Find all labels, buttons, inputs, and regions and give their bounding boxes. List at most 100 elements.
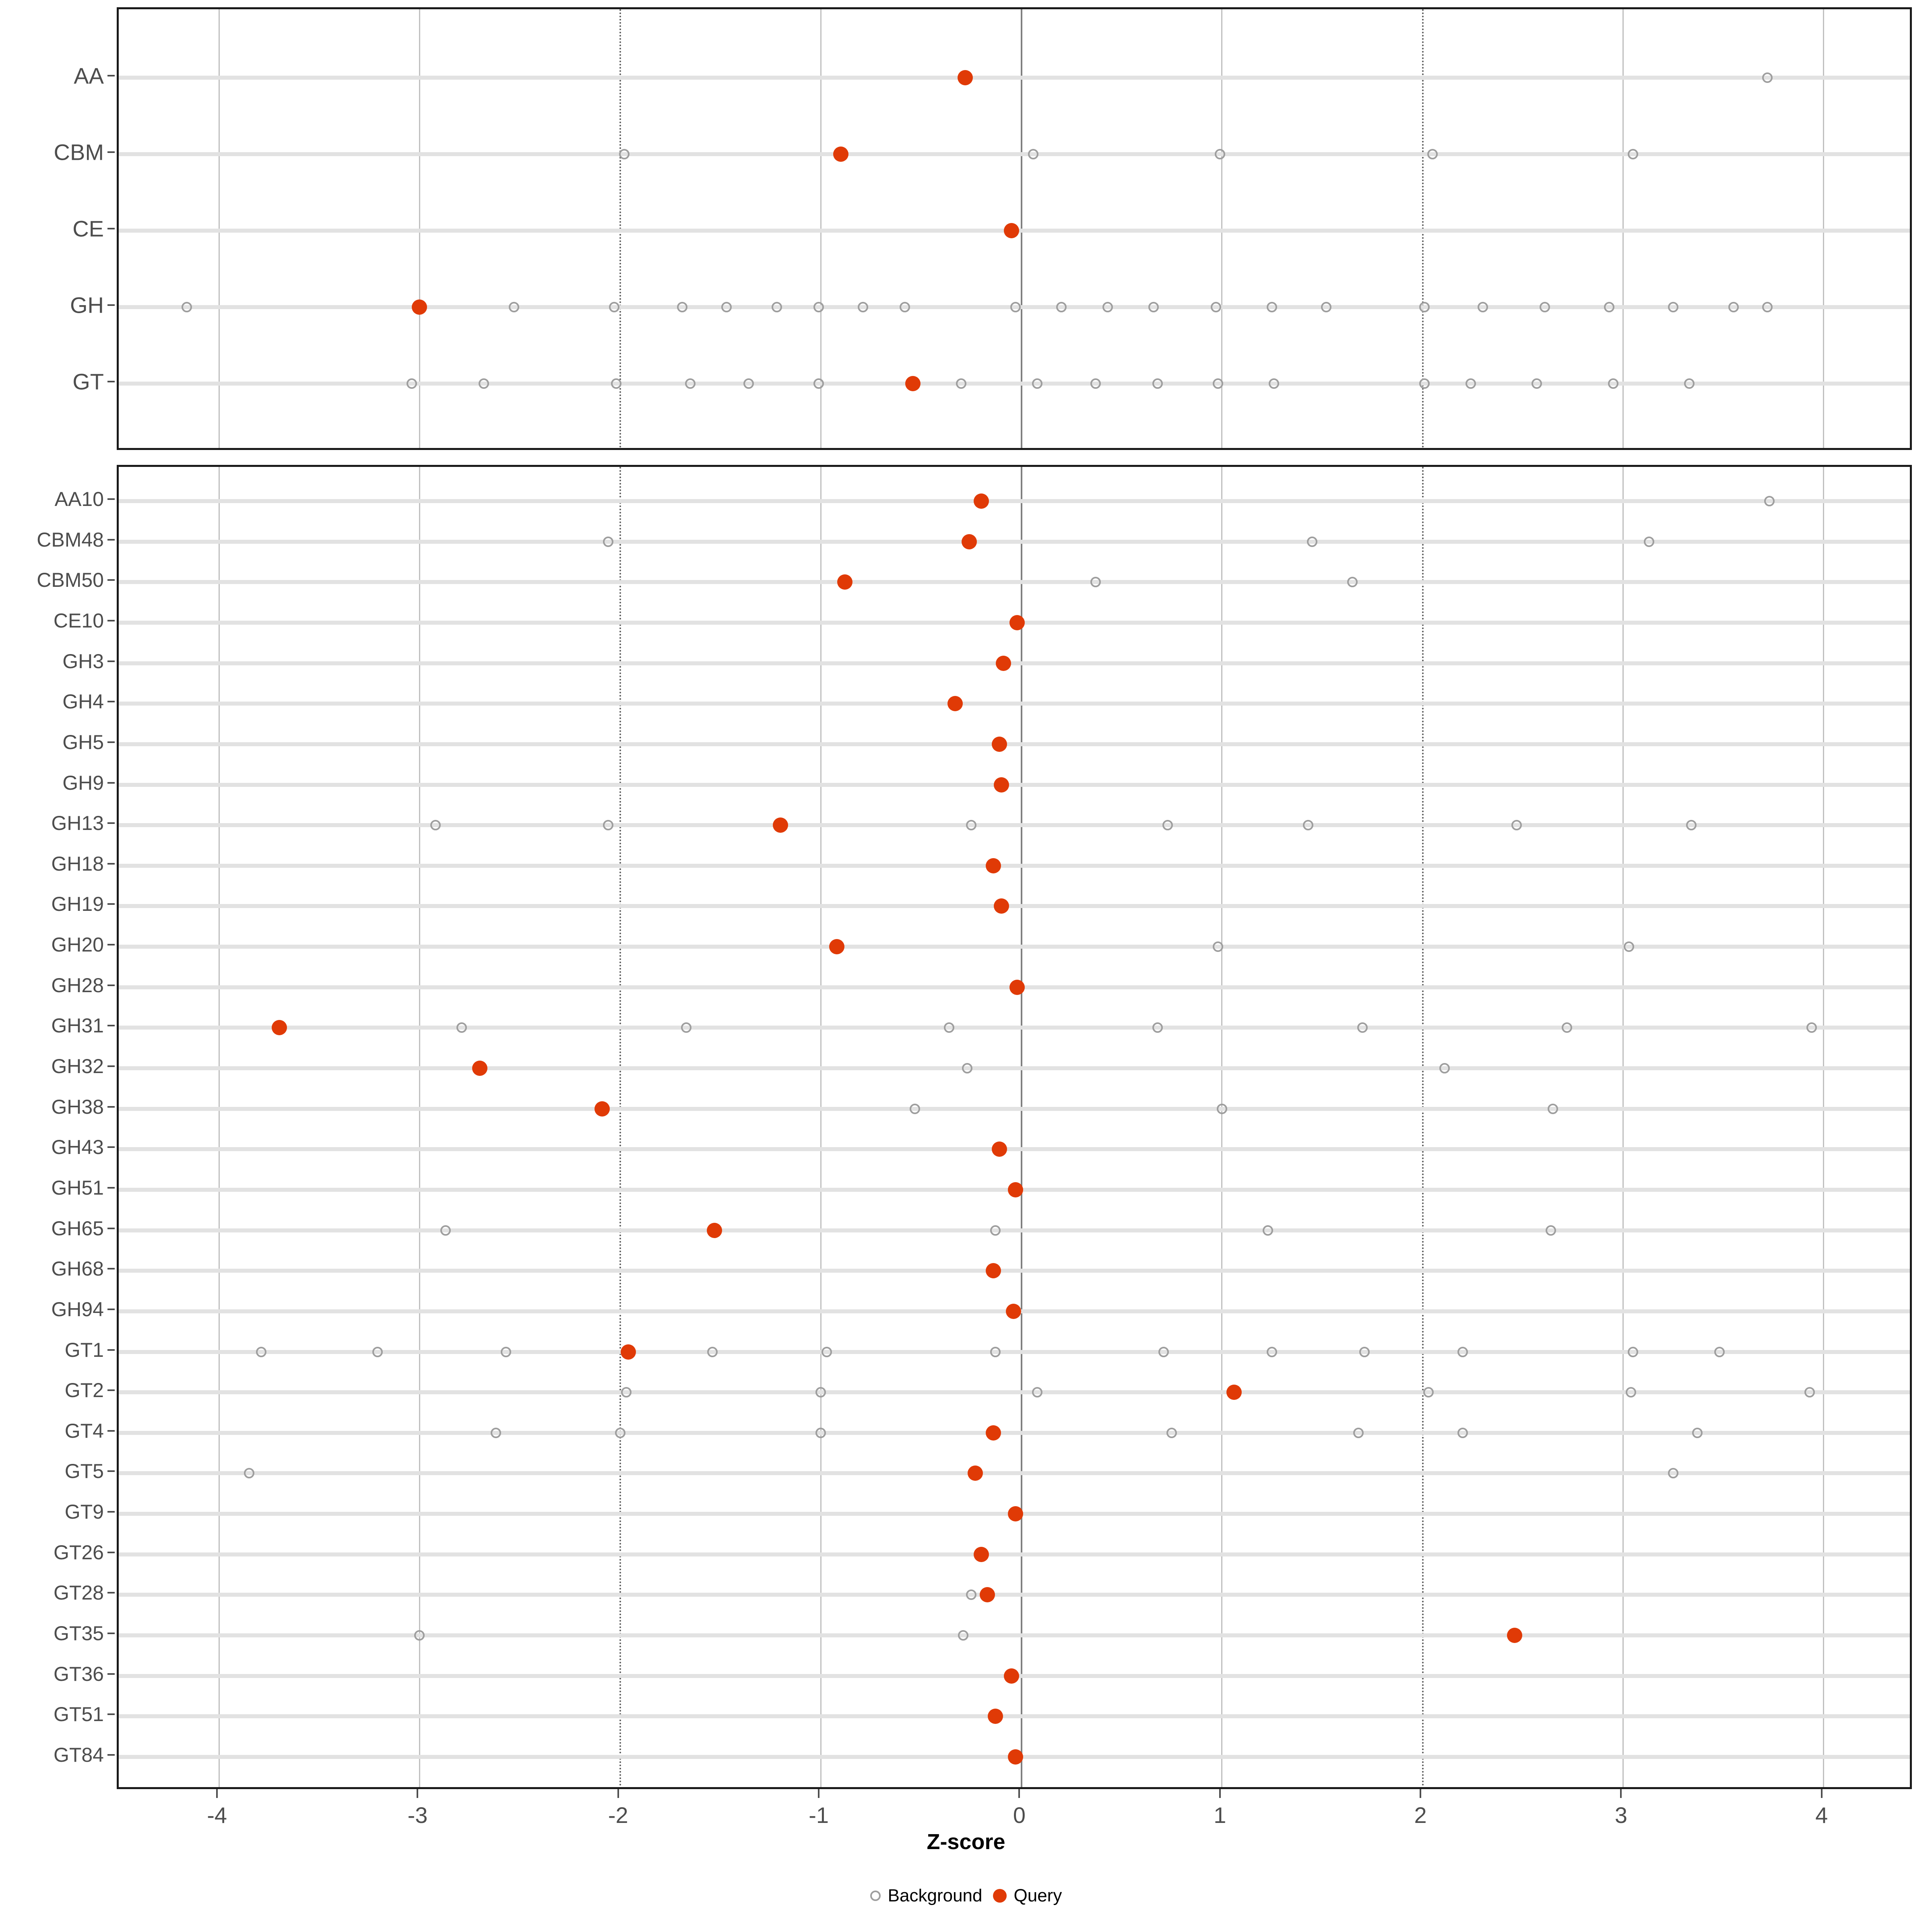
x-axis-title: Z-score — [927, 1830, 1005, 1854]
background-point — [1419, 302, 1430, 312]
y-axis-tick-mark — [107, 984, 115, 986]
background-point — [1477, 302, 1488, 312]
background-point — [771, 302, 782, 312]
background-point — [1457, 1346, 1468, 1357]
background-point — [813, 302, 824, 312]
query-point — [1009, 615, 1025, 630]
row-gridline — [119, 742, 1910, 746]
background-point — [944, 1022, 955, 1033]
y-axis-tick-label: GT — [72, 369, 104, 394]
y-axis-tick-label: GH51 — [51, 1176, 104, 1199]
y-axis-tick-label: GH20 — [51, 933, 104, 956]
background-point — [1540, 302, 1550, 312]
background-point — [962, 1063, 972, 1074]
x-axis: -4 -3 -2 -1 0 1 2 3 4 — [117, 1789, 1912, 1833]
background-point — [677, 302, 688, 312]
legend-label-background: Background — [888, 1886, 983, 1905]
query-point — [967, 1466, 983, 1481]
background-point — [1010, 302, 1021, 312]
background-point — [900, 302, 910, 312]
query-point — [961, 534, 977, 549]
query-point — [905, 376, 921, 391]
y-axis-tick-mark — [107, 822, 115, 824]
background-point — [707, 1346, 718, 1357]
y-axis-tick-label: GH19 — [51, 893, 104, 916]
x-axis-tick-mark — [1420, 1789, 1422, 1798]
y-axis-tick-label: GT51 — [53, 1703, 104, 1726]
y-axis-tick-label: GT9 — [64, 1501, 104, 1523]
panel-cazyme-class — [117, 7, 1912, 450]
background-point — [1608, 378, 1618, 389]
background-point — [603, 536, 613, 547]
background-point — [815, 1387, 826, 1398]
background-point — [1347, 577, 1358, 588]
query-point — [985, 1425, 1001, 1441]
background-point — [414, 1630, 425, 1641]
y-axis-tick-label: GT84 — [53, 1744, 104, 1766]
y-axis-tick-mark — [107, 863, 115, 865]
row-gridline — [119, 1633, 1910, 1638]
y-axis-tick-mark — [107, 660, 115, 662]
x-axis-tick-label: -2 — [608, 1802, 628, 1828]
background-point — [1548, 1103, 1558, 1114]
y-axis-tick-label: GH18 — [51, 852, 104, 875]
row-gridline — [119, 823, 1910, 828]
query-point — [993, 898, 1009, 914]
query-point — [993, 777, 1009, 793]
gridline-x--1 — [820, 467, 822, 1787]
x-axis-tick-mark — [1219, 1789, 1221, 1798]
background-point — [619, 149, 630, 159]
background-point — [1212, 941, 1223, 952]
background-point — [1628, 149, 1639, 159]
plot-area-class — [119, 9, 1910, 448]
y-axis-tick-mark — [107, 701, 115, 703]
background-point — [1269, 378, 1280, 389]
y-axis-tick-mark — [107, 619, 115, 621]
background-point — [1419, 378, 1430, 389]
background-point — [1102, 302, 1113, 312]
y-axis-tick-label: GH65 — [51, 1217, 104, 1240]
y-axis-tick-mark — [107, 1430, 115, 1432]
x-axis-tick-label: -4 — [207, 1802, 227, 1828]
query-point — [1009, 979, 1025, 995]
y-axis-tick-mark — [107, 741, 115, 743]
x-axis-tick-label: -1 — [809, 1802, 829, 1828]
y-axis-tick-mark — [107, 1389, 115, 1391]
background-point — [1668, 302, 1678, 312]
panel-cazyme-family — [117, 465, 1912, 1789]
background-point — [1457, 1427, 1468, 1438]
row-gridline — [119, 1066, 1910, 1071]
background-point — [508, 302, 519, 312]
y-axis-tick-label: CE — [72, 216, 104, 242]
query-point — [1003, 223, 1019, 238]
row-gridline — [119, 152, 1910, 156]
plot-area-family — [119, 467, 1910, 1787]
gridline-x-0 — [1020, 467, 1022, 1787]
query-point — [973, 1546, 989, 1562]
filled-circle-icon — [993, 1889, 1007, 1903]
background-point — [1090, 577, 1101, 588]
background-point — [256, 1346, 266, 1357]
background-point — [244, 1468, 254, 1479]
row-gridline — [119, 1228, 1910, 1232]
query-point — [1007, 1506, 1023, 1522]
y-axis-tick-label: GH31 — [51, 1014, 104, 1037]
background-point — [956, 378, 966, 389]
y-axis-tick-label: CBM — [54, 139, 104, 165]
background-point — [1216, 1103, 1227, 1114]
row-gridline — [119, 382, 1910, 386]
background-point — [478, 378, 489, 389]
x-axis-tick-label: 2 — [1414, 1802, 1427, 1828]
y-axis-tick-mark — [107, 75, 115, 76]
background-point — [1423, 1387, 1434, 1398]
background-point — [1321, 302, 1331, 312]
x-axis-tick-label: -3 — [407, 1802, 428, 1828]
background-point — [1307, 536, 1318, 547]
y-axis-tick-mark — [107, 1511, 115, 1513]
y-axis-tick-label: GT35 — [53, 1622, 104, 1645]
y-axis-tick-mark — [107, 1633, 115, 1635]
background-point — [966, 820, 976, 831]
background-point — [1561, 1022, 1572, 1033]
background-point — [1263, 1225, 1274, 1236]
y-axis-tick-label: CBM50 — [37, 569, 104, 592]
